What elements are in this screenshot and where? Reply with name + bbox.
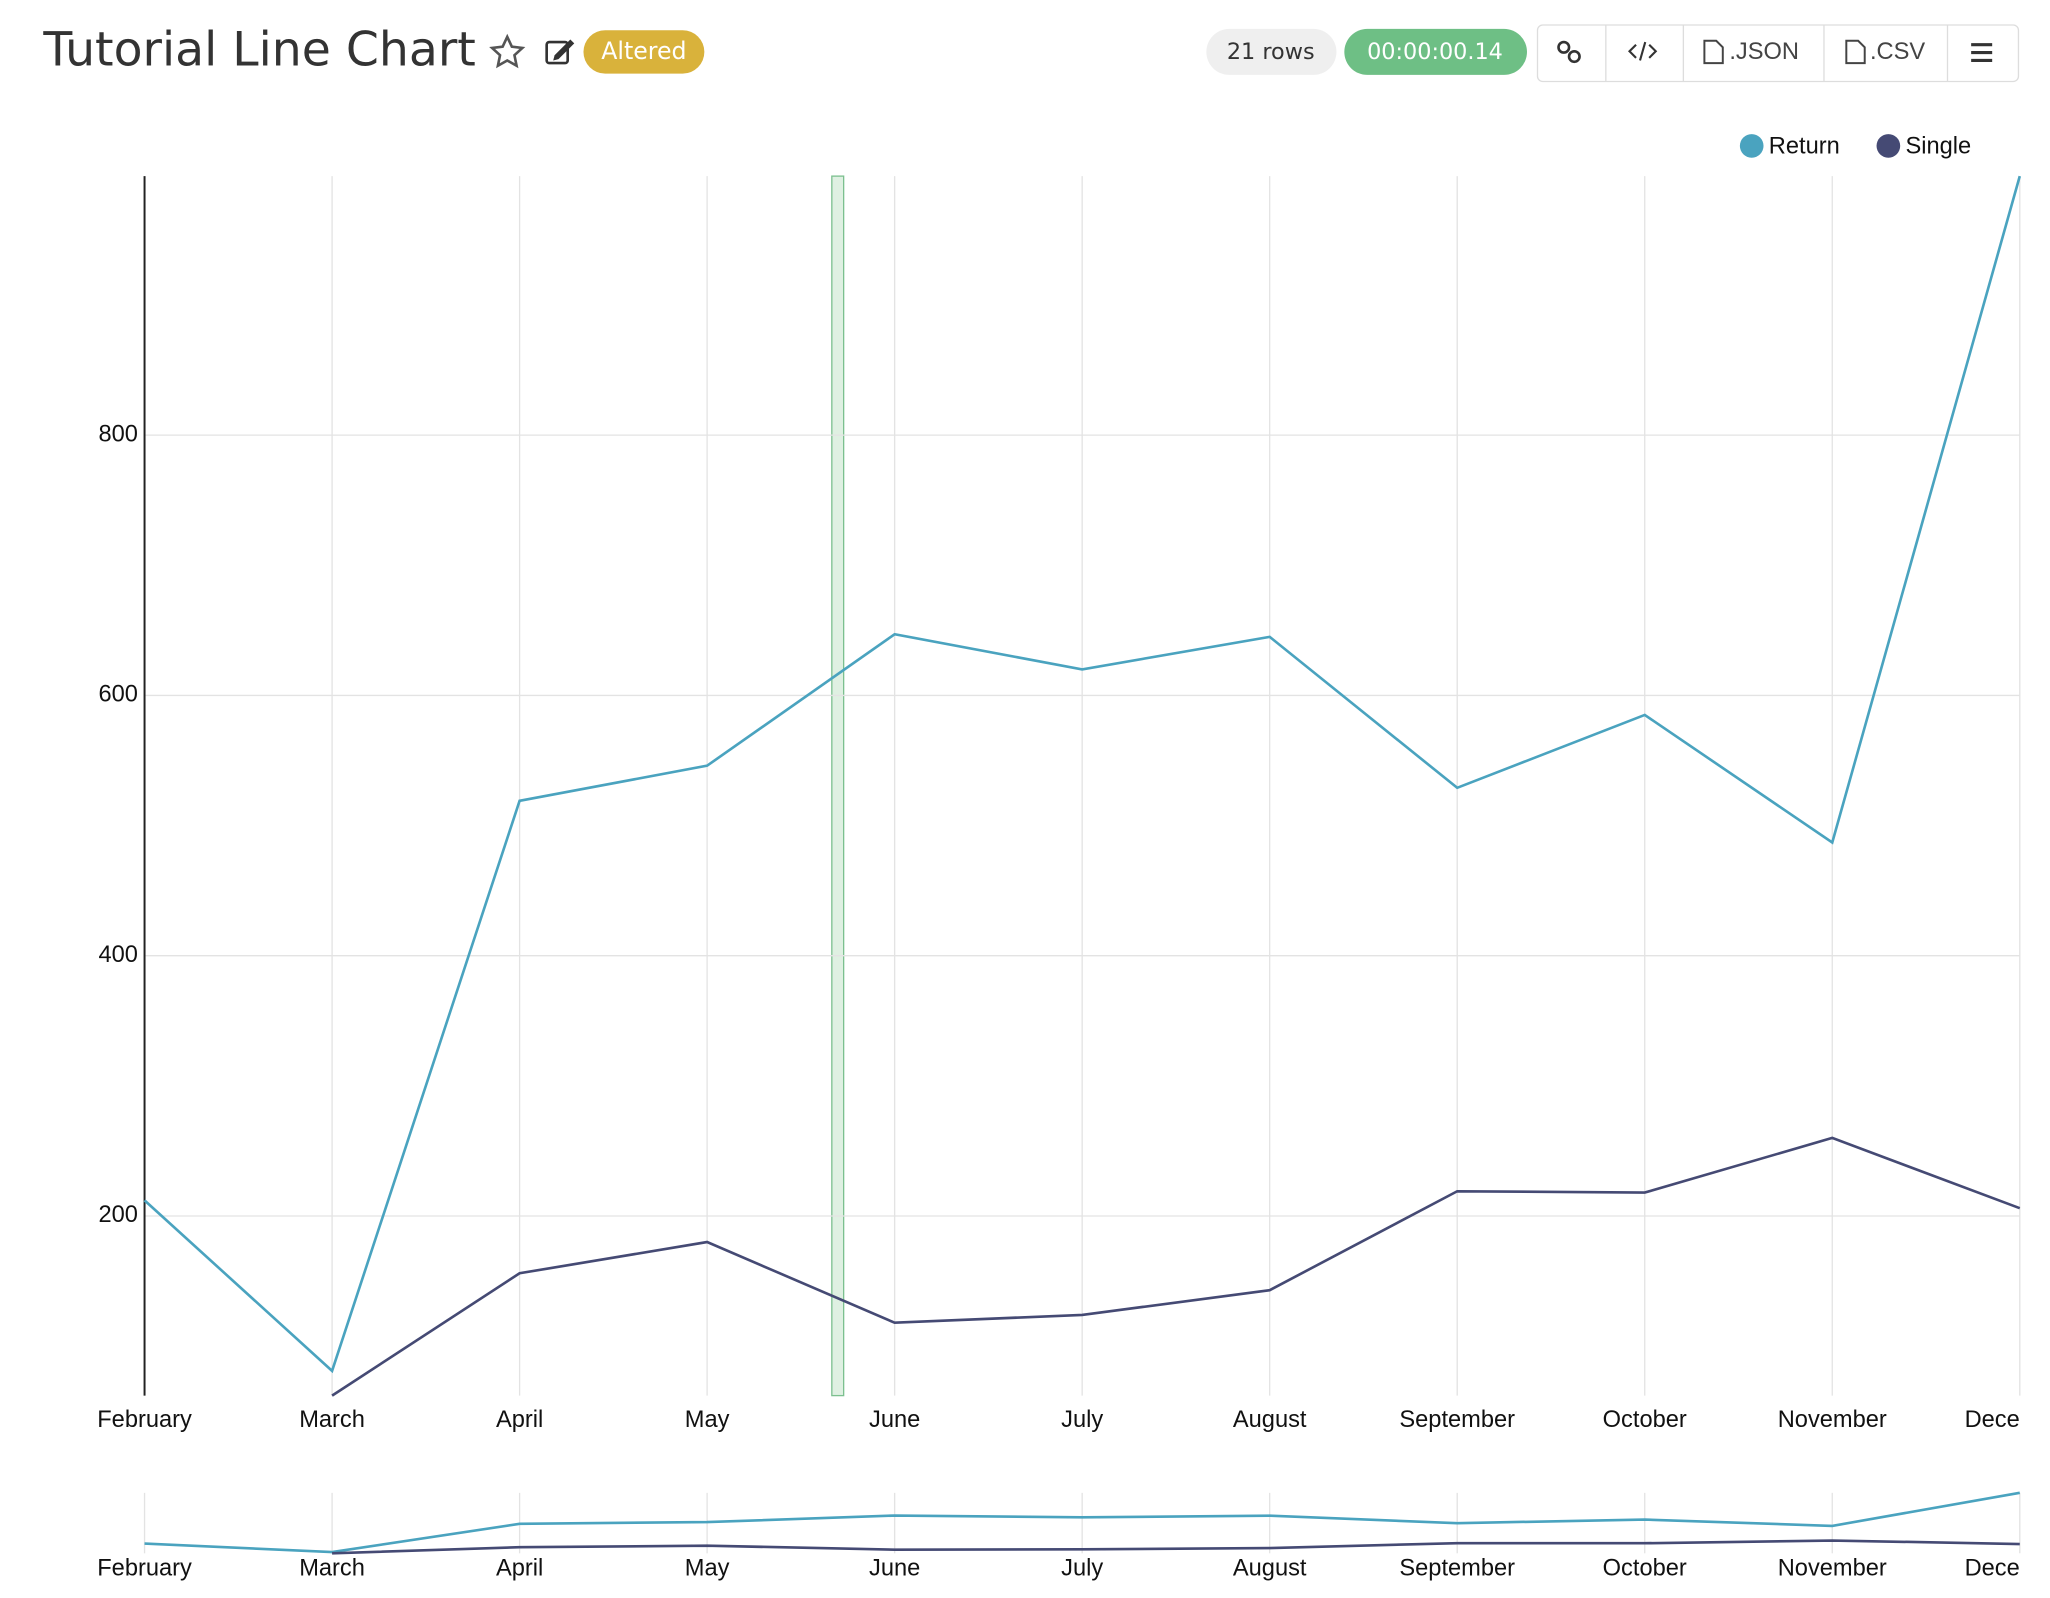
- mini-x-tick-label: April: [496, 1555, 543, 1581]
- x-tick-label: September: [1399, 1407, 1515, 1433]
- embed-button[interactable]: [1628, 41, 1658, 61]
- legend-label: Single: [1905, 133, 1971, 159]
- time-label: 00:00:00.14: [1367, 39, 1503, 65]
- x-tick-label: November: [1778, 1407, 1887, 1433]
- mini-x-tick-label: September: [1399, 1555, 1515, 1581]
- favorite-star[interactable]: [489, 33, 526, 69]
- mini-x-tick-label: October: [1603, 1555, 1687, 1581]
- mini-x-tick-label: August: [1233, 1555, 1307, 1581]
- hover-highlight: [831, 175, 845, 1397]
- chart-title: Tutorial Line Chart: [42, 23, 475, 78]
- x-tick-label: June: [869, 1407, 920, 1433]
- x-tick-label: May: [685, 1407, 730, 1433]
- y-tick-label: 200: [99, 1202, 138, 1228]
- x-tick-label: August: [1233, 1407, 1307, 1433]
- legend-label: Return: [1769, 133, 1840, 159]
- link-button[interactable]: [1557, 40, 1581, 64]
- altered-badge: [583, 30, 705, 74]
- mini-x-tick-label: July: [1061, 1555, 1103, 1581]
- x-tick-label: February: [97, 1407, 192, 1433]
- y-tick-label: 800: [99, 421, 138, 447]
- mini-x-tick-label: June: [869, 1555, 920, 1581]
- mini-series-line: [144, 1491, 2021, 1554]
- x-tick-label: October: [1603, 1407, 1687, 1433]
- plot: February February March March April April May M…: [97, 133, 2022, 1581]
- time-badge: [1344, 28, 1527, 75]
- legend-marker: [1739, 134, 1764, 158]
- csv-button[interactable]: .CSV: [1845, 39, 1925, 65]
- rows-badge: [1206, 28, 1337, 75]
- rows-label: 21 rows: [1227, 39, 1315, 65]
- mini-x-tick-label: February: [97, 1555, 192, 1581]
- series-line: [331, 1136, 2021, 1397]
- mini-series-line: [332, 1539, 2020, 1555]
- csv-label: .CSV: [1870, 39, 1925, 65]
- mini-x-tick-label: Dece: [1965, 1555, 2020, 1581]
- mini-x-tick-label: March: [299, 1555, 365, 1581]
- edit-icon[interactable]: [545, 39, 575, 65]
- mini-x-tick-label: May: [685, 1555, 730, 1581]
- y-tick-label: 600: [99, 682, 138, 708]
- json-button[interactable]: .JSON: [1703, 39, 1799, 65]
- y-tick-label: 400: [99, 942, 138, 968]
- x-tick-label: March: [299, 1407, 365, 1433]
- mini-x-tick-label: November: [1778, 1555, 1887, 1581]
- menu-button[interactable]: [1971, 43, 1993, 63]
- toolbar: .JSON .CSV: [1536, 24, 2020, 83]
- series-line: [143, 175, 2022, 1374]
- x-tick-label: April: [496, 1407, 543, 1433]
- legend-marker: [1876, 134, 1901, 158]
- altered-label: Altered: [601, 37, 686, 65]
- x-tick-label: July: [1061, 1407, 1103, 1433]
- json-label: .JSON: [1729, 39, 1799, 65]
- x-tick-label: Dece: [1965, 1407, 2020, 1433]
